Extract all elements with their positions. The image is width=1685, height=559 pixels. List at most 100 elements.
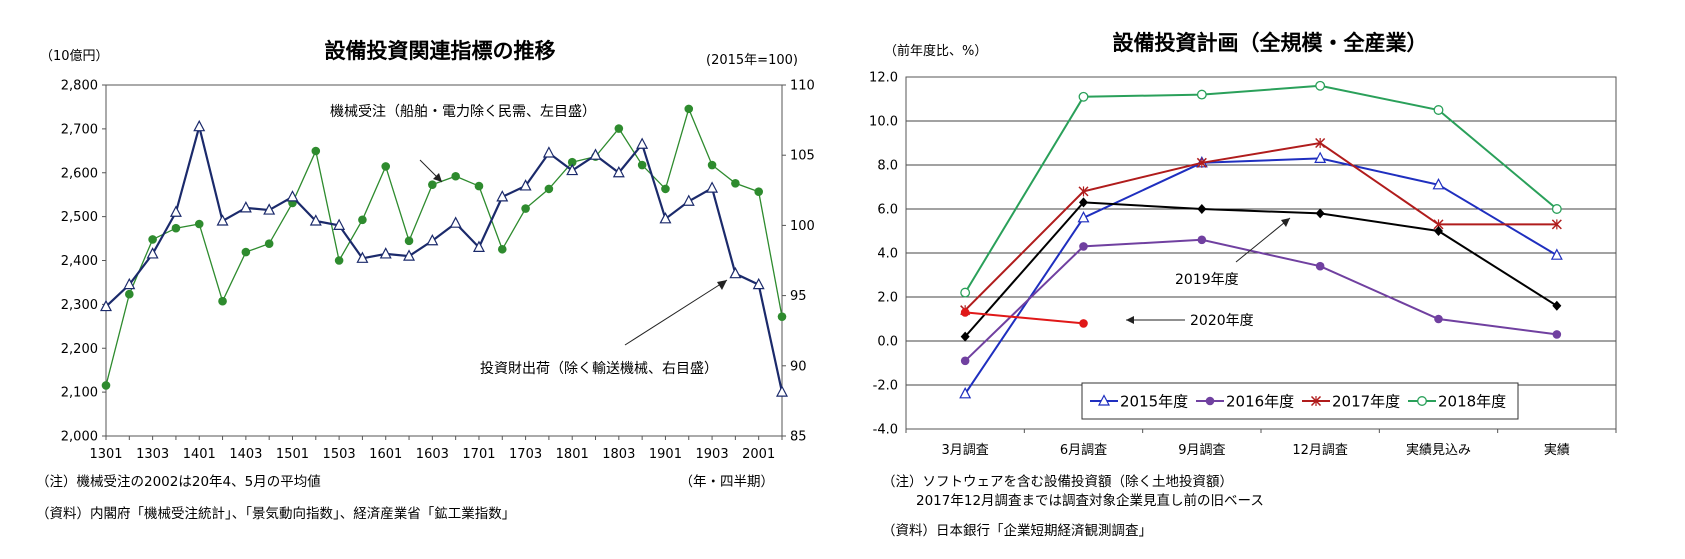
- right-axis-unit: (2015年=100): [706, 53, 798, 68]
- series-group-right: [959, 80, 1563, 399]
- data-point: [193, 119, 206, 132]
- annotation-machinery-orders: 機械受注（船舶・電力除く民需、左目盛）: [330, 104, 596, 120]
- series-2018: [960, 80, 1562, 298]
- x-category-label: 3月調査: [942, 443, 989, 458]
- note-right-2: 2017年12月調査までは調査対象企業見直し前の旧ベース: [916, 492, 1264, 509]
- legend-marker: [1098, 394, 1110, 406]
- y-ticks-right: -4.0 -2.0 0.0 2.0 4.0 6.0 8.0 10.0 12.0: [869, 71, 898, 438]
- x-category-label: 実績見込み: [1406, 442, 1471, 458]
- y-tick-label: 2.0: [877, 291, 898, 306]
- data-point: [472, 240, 485, 252]
- x-tick-label: 1303: [136, 447, 169, 462]
- data-point: [544, 184, 554, 194]
- right-y-tick-label: 85: [790, 430, 807, 445]
- data-point: [960, 287, 971, 298]
- data-point: [636, 137, 649, 149]
- y-tick-label: 4.0: [877, 247, 898, 262]
- annotation-arrowhead-shipments: [717, 280, 727, 290]
- data-point: [614, 124, 624, 133]
- data-point: [1434, 226, 1443, 236]
- data-point: [148, 235, 157, 244]
- data-point: [1315, 80, 1326, 91]
- data-point: [1432, 178, 1445, 190]
- legend-label: 2015年度: [1120, 393, 1188, 411]
- data-point: [171, 223, 181, 233]
- series-2020: [960, 308, 1088, 328]
- data-point: [1551, 204, 1562, 214]
- data-point: [519, 179, 532, 191]
- right-chart-ylabel: （前年度比、%）: [884, 43, 987, 59]
- data-point: [449, 216, 462, 228]
- x-axis-unit: （年・四半期）: [680, 474, 775, 490]
- data-point: [960, 356, 970, 366]
- left-y-ticks: 2,000 2,100 2,200 2,300 2,400 2,500 2,600 2,700…: [61, 79, 106, 445]
- chart-right: 設備投資計画（全規模・全産業） （前年度比、%） -4.0 -2.0 0.0 2.0 4…: [869, 31, 1617, 539]
- legend-label: 2018年度: [1438, 393, 1506, 411]
- data-point: [194, 219, 204, 229]
- x-tick-label: 1603: [416, 447, 449, 462]
- data-point: [706, 181, 719, 193]
- annotation-arrowhead-2019: [1281, 218, 1290, 227]
- data-point: [426, 233, 439, 246]
- chart-left: 設備投資関連指標の推移 （10億円） (2015年=100) 2,000 2,10…: [36, 39, 815, 522]
- data-point: [589, 148, 602, 160]
- left-y-tick-label: 2,500: [61, 210, 98, 225]
- legend-item: 2015年度: [1090, 393, 1188, 411]
- legend-items-right: 2015年度 2016年度 2017年度 2018年度: [1090, 393, 1506, 411]
- data-point: [263, 203, 276, 215]
- right-y-tick-label: 100: [790, 219, 815, 234]
- x-tick-label: 1801: [556, 447, 589, 462]
- data-point: [100, 299, 112, 312]
- data-point: [451, 171, 460, 181]
- data-point: [960, 331, 970, 342]
- x-category-label: 6月調査: [1060, 443, 1107, 458]
- series-machinery-orders: [100, 119, 788, 397]
- x-category-label: 9月調査: [1178, 443, 1225, 458]
- data-point: [286, 190, 299, 202]
- series-line: [964, 238, 1557, 362]
- x-ticks-right: 3月調査 6月調査 9月調査 12月調査 実績見込み 実績: [905, 429, 1617, 458]
- legend-item: 2017年度: [1302, 393, 1400, 411]
- x-tick-label: 1301: [89, 447, 122, 462]
- x-category-label: 12月調査: [1292, 443, 1348, 458]
- x-tick-label: 1503: [323, 447, 356, 462]
- left-y-tick-label: 2,200: [61, 342, 98, 357]
- data-point: [1433, 105, 1444, 115]
- series-line: [964, 141, 1557, 311]
- x-tick-label: 1803: [602, 447, 635, 462]
- left-y-tick-label: 2,000: [61, 430, 98, 445]
- series-2019: [960, 197, 1562, 342]
- x-tick-label: 1501: [276, 447, 309, 462]
- y-tick-label: -2.0: [873, 379, 898, 394]
- data-point: [1196, 89, 1207, 100]
- series-2016: [960, 235, 1562, 366]
- legend-marker: [1310, 395, 1322, 407]
- data-point: [239, 201, 252, 213]
- x-tick-label: 2001: [742, 447, 775, 462]
- data-point: [125, 289, 134, 299]
- data-point: [356, 251, 369, 263]
- annotation-2019: 2019年度: [1175, 272, 1239, 288]
- left-axis-unit: （10億円）: [40, 48, 109, 64]
- y-tick-label: 6.0: [877, 203, 898, 218]
- data-point: [707, 160, 717, 170]
- data-point: [1434, 314, 1443, 324]
- right-y-tick-label: 90: [790, 359, 807, 374]
- data-point: [959, 387, 972, 399]
- left-y-tick-label: 2,600: [61, 166, 98, 181]
- right-y-tick-label: 110: [790, 79, 815, 94]
- data-point: [1077, 211, 1090, 223]
- data-point: [521, 204, 530, 213]
- series-2015: [959, 151, 1563, 399]
- x-tick-label: 1903: [696, 447, 729, 462]
- source-right: （資料）日本銀行「企業短期経済観測調査」: [882, 522, 1152, 539]
- y-tick-label: 0.0: [877, 335, 898, 350]
- x-tick-label: 1403: [229, 447, 262, 462]
- legend-item: 2016年度: [1196, 393, 1294, 411]
- data-point: [1551, 219, 1562, 230]
- legend-label: 2017年度: [1332, 393, 1400, 411]
- annotation-arrowhead-2020: [1126, 316, 1134, 324]
- data-point: [1315, 137, 1326, 149]
- data-point: [216, 214, 229, 226]
- right-y-tick-label: 105: [790, 149, 815, 164]
